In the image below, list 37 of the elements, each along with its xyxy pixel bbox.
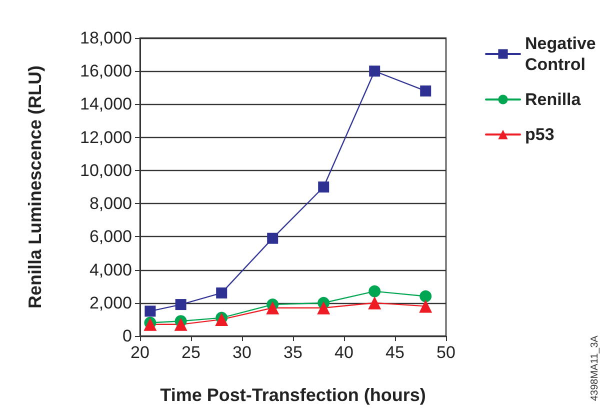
x-tick-label: 50 bbox=[436, 343, 456, 362]
point bbox=[174, 318, 188, 331]
y-tick-label: 16,000 bbox=[80, 62, 132, 81]
point bbox=[267, 232, 278, 244]
point bbox=[368, 296, 382, 310]
point bbox=[420, 85, 432, 96]
x-tick-label: 45 bbox=[386, 343, 404, 362]
y-tick-label: 18,000 bbox=[80, 28, 132, 48]
point bbox=[144, 306, 156, 317]
point bbox=[368, 285, 381, 298]
x-tick-label: 25 bbox=[182, 343, 200, 362]
y-tick-label: 0 bbox=[122, 326, 132, 346]
point bbox=[317, 301, 330, 314]
y-tick-label: 10,000 bbox=[80, 160, 132, 180]
x-axis-title: Time Post-Transfection (hours) bbox=[160, 385, 426, 405]
text: 4398MA11_3A bbox=[590, 335, 600, 401]
y-axis-title: Renilla Luminescence (RLU) bbox=[25, 65, 45, 309]
legend-label: Negative Control bbox=[525, 34, 601, 74]
y-tick-label: 8,000 bbox=[89, 194, 132, 214]
y-tick-label: 2,000 bbox=[89, 293, 132, 312]
point bbox=[216, 287, 228, 298]
y-tick-label: 4,000 bbox=[89, 260, 132, 280]
y-tick-label: 6,000 bbox=[89, 227, 132, 246]
point bbox=[175, 299, 186, 310]
point bbox=[420, 290, 432, 302]
x-tick-label: 35 bbox=[284, 343, 302, 362]
point bbox=[318, 182, 330, 192]
x-tick-label: 20 bbox=[130, 343, 150, 362]
legend-label: p53 bbox=[525, 125, 554, 144]
x-tick-label: 30 bbox=[232, 343, 252, 362]
x-tick-label: 40 bbox=[334, 343, 354, 362]
y-tick-label: 14,000 bbox=[80, 94, 132, 114]
point bbox=[369, 66, 380, 77]
point bbox=[266, 301, 280, 314]
legend-label: Renilla bbox=[525, 90, 582, 109]
point bbox=[419, 300, 432, 313]
y-tick-label: 12,000 bbox=[80, 128, 132, 147]
